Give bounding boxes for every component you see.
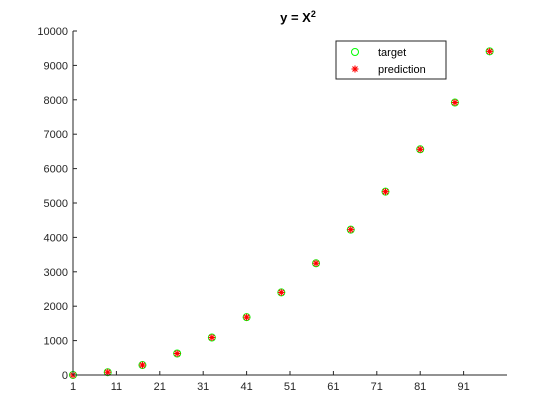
data-points-layer — [69, 47, 494, 379]
y-tick-label: 3000 — [44, 267, 68, 279]
y-tick-label: 5000 — [44, 198, 68, 210]
prediction-point — [486, 47, 494, 55]
prediction-point — [312, 259, 320, 267]
x-tick-label: 1 — [70, 381, 76, 393]
x-tick-label: 51 — [284, 381, 296, 393]
prediction-point — [347, 226, 355, 234]
legend-marker-prediction — [351, 65, 359, 73]
y-tick-label: 1000 — [44, 336, 68, 348]
x-tick-label: 81 — [414, 381, 426, 393]
y-tick-label: 4000 — [44, 232, 68, 244]
chart-title-base: y = X — [280, 10, 311, 25]
prediction-point — [381, 188, 389, 196]
legend: target prediction — [335, 40, 447, 80]
x-tick-label: 11 — [111, 381, 122, 393]
x-tick-label: 41 — [240, 381, 252, 393]
y-tick-label: 7000 — [44, 129, 68, 141]
prediction-point — [208, 334, 216, 342]
x-tick-label: 91 — [457, 381, 469, 393]
chart-title: y = X2 — [280, 9, 316, 25]
y-tick-label: 10000 — [37, 26, 68, 38]
x-tick-label: 21 — [154, 381, 166, 393]
y-tick-label: 2000 — [44, 301, 68, 313]
prediction-point — [243, 313, 251, 321]
axes-layer: 1 11 21 31 41 51 61 71 81 91010002000300040005000… — [37, 26, 507, 393]
prediction-point — [277, 288, 285, 296]
y-tick-label: 9000 — [44, 60, 68, 72]
prediction-point — [138, 361, 146, 369]
prediction-point — [416, 145, 424, 153]
y-tick-label: 8000 — [44, 95, 68, 107]
legend-box — [335, 40, 447, 80]
x-tick-label: 31 — [197, 381, 209, 393]
legend-label-prediction: prediction — [378, 64, 426, 76]
legend-label-target: target — [378, 47, 406, 59]
prediction-point — [173, 350, 181, 357]
legend-marker-target — [351, 48, 359, 56]
x-tick-label: 61 — [327, 381, 339, 393]
x-tick-label: 71 — [371, 381, 383, 393]
chart-title-superscript: 2 — [311, 9, 316, 19]
prediction-point — [451, 99, 459, 107]
y-tick-label: 0 — [62, 370, 68, 382]
y-tick-label: 6000 — [44, 164, 68, 176]
plot-area — [73, 31, 507, 375]
